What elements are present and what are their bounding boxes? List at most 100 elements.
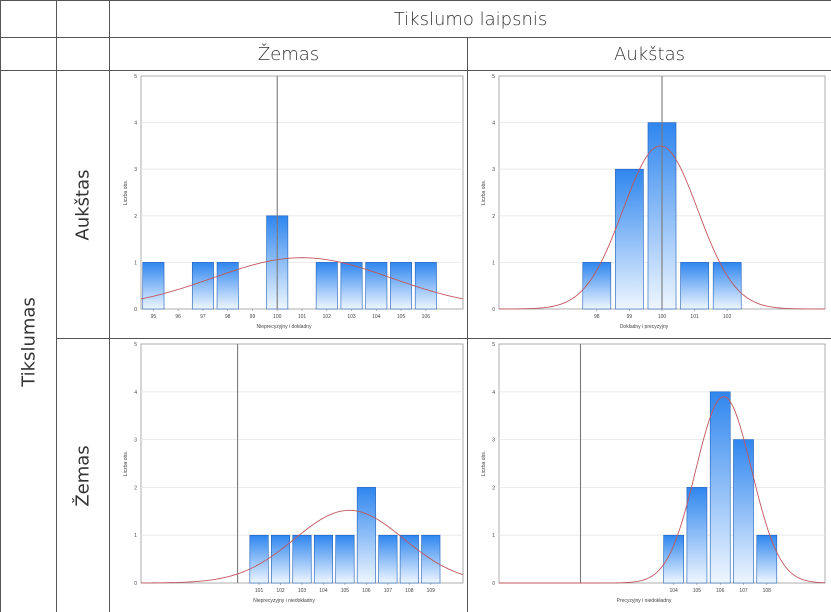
histogram-bar [271,534,291,584]
histogram-bar [756,534,778,584]
header-col-low: Žemas [109,37,467,70]
histogram-bar [615,168,644,310]
histogram-bar [340,262,363,310]
histogram-bar [686,487,708,584]
y-tick-label: 5 [134,74,137,80]
histogram-bar [191,262,214,310]
x-tick-label: 99 [250,314,256,320]
histogram-bar [142,262,165,310]
y-tick-label: 0 [492,581,495,587]
histogram-bar [414,262,437,310]
x-tick-label: 106 [716,588,725,594]
x-tick-label: 107 [739,588,748,594]
x-tick-label: 105 [693,588,702,594]
y-tick-label: 0 [492,307,495,313]
x-tick-label: 108 [405,588,414,594]
y-tick-label: 0 [134,307,137,313]
normal-curve [140,509,464,584]
y-tick-label: 1 [134,260,137,266]
row-axis-cell: Tikslumas [0,70,56,612]
x-tick-label: 98 [225,314,231,320]
x-tick-label: 104 [319,588,328,594]
y-tick-label: 3 [492,167,495,173]
y-tick-label: 3 [492,438,495,444]
empty-corner-cell [56,0,109,37]
x-tick-label: 101 [690,314,699,320]
histogram-bar [680,262,709,310]
y-tick-label: 4 [492,121,495,127]
normal-curve [140,257,464,300]
plot-frame [140,75,464,310]
y-tick-label: 1 [134,533,137,539]
row-low-cell: Žemas [56,338,109,612]
y-tick-label: 2 [134,485,137,491]
header-tikslumo-laipsnis: Tikslumo laipsnis [109,0,831,37]
col-low-label: Žemas [257,43,320,65]
histogram-bar [292,534,312,584]
x-tick-label: 102 [323,314,332,320]
histogram-bar [390,262,413,310]
histogram-bar [365,262,388,310]
x-axis-label: Precyzyjny i niedokładny [617,598,672,604]
x-tick-label: 103 [347,314,356,320]
y-axis-label: Liczba obs. [481,451,487,476]
row-low-label: Žemas [72,445,94,507]
x-tick-label: 108 [763,588,772,594]
histogram-bar [733,439,754,584]
histogram-top-right: 0 1 2 3 4 5 Liczba obs. 98 99 100 101 102 Dokładny i… [481,74,826,330]
x-tick-label: 105 [397,314,406,320]
row-axis-label: Tikslumas [18,297,40,387]
top-header-label: Tikslumo laipsnis [393,8,548,30]
empty-corner-cell [0,37,56,70]
chart-cell [109,338,467,612]
x-tick-label: 104 [669,588,678,594]
y-tick-label: 3 [134,438,137,444]
x-tick-label: 106 [362,588,371,594]
x-tick-label: 101 [255,588,264,594]
x-tick-label: 95 [151,314,157,320]
x-tick-label: 100 [273,314,282,320]
x-axis-label: Dokładny i precyzyjny [620,324,669,330]
header-col-high: Aukštas [467,37,831,70]
y-axis-label: Liczba obs. [123,451,129,476]
x-tick-label: 104 [372,314,381,320]
y-tick-label: 1 [492,260,495,266]
histogram-bar [356,487,376,584]
x-axis-label: Nieprecyzyjny i dokładny [256,324,312,330]
y-tick-label: 4 [134,390,137,396]
x-tick-label: 106 [422,314,431,320]
x-tick-label: 102 [723,314,732,320]
normal-curve [499,145,825,310]
y-tick-label: 5 [492,342,495,348]
histogram-bar [399,534,419,584]
histogram-bar [315,262,338,310]
empty-corner-cell [56,37,109,70]
y-tick-label: 0 [134,581,137,587]
y-tick-label: 5 [492,74,495,80]
histogram-bar [216,262,239,310]
y-axis-label: Liczba obs. [481,180,487,205]
y-tick-label: 1 [492,533,495,539]
row-high-cell: Aukštas [56,70,109,338]
y-tick-label: 4 [134,121,137,127]
x-tick-label: 102 [276,588,285,594]
y-tick-label: 2 [492,214,495,220]
y-tick-label: 2 [134,214,137,220]
y-axis-label: Liczba obs. [123,180,129,205]
x-tick-label: 109 [427,588,436,594]
x-tick-label: 98 [594,314,600,320]
x-axis-label: Nieprecyzyjny i niedokładny [253,598,315,604]
x-tick-label: 103 [298,588,307,594]
histogram-bar [712,262,742,310]
y-tick-label: 3 [134,167,137,173]
x-tick-label: 99 [627,314,633,320]
empty-corner-cell [0,0,56,37]
y-tick-label: 4 [492,390,495,396]
histogram-bar [709,391,731,584]
histogram-top-left: 0 1 2 3 4 5 Liczba obs. 95 96 97 98 99 100 101 102 103 1… [123,74,464,330]
x-tick-label: 101 [298,314,307,320]
histogram-bar [249,534,269,584]
chart-cell [109,70,467,338]
x-tick-label: 97 [200,314,206,320]
